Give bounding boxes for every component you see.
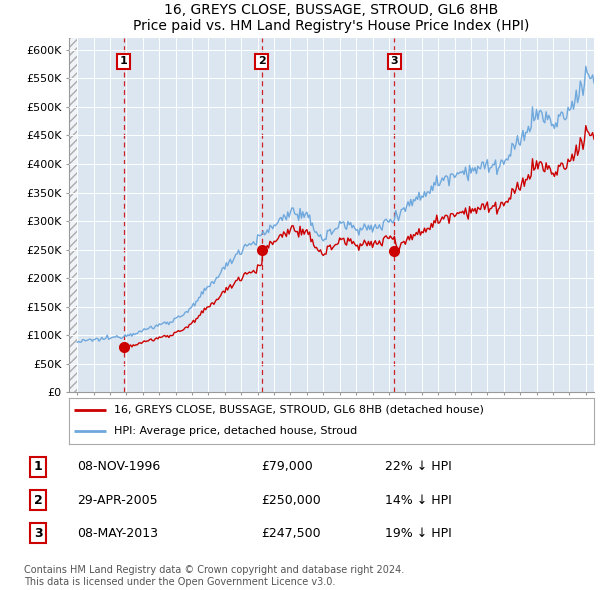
Text: 3: 3 (391, 57, 398, 66)
Title: 16, GREYS CLOSE, BUSSAGE, STROUD, GL6 8HB
Price paid vs. HM Land Registry's Hous: 16, GREYS CLOSE, BUSSAGE, STROUD, GL6 8H… (133, 3, 530, 33)
Text: 16, GREYS CLOSE, BUSSAGE, STROUD, GL6 8HB (detached house): 16, GREYS CLOSE, BUSSAGE, STROUD, GL6 8H… (113, 405, 484, 415)
Text: £79,000: £79,000 (261, 460, 313, 474)
Text: HPI: Average price, detached house, Stroud: HPI: Average price, detached house, Stro… (113, 427, 357, 437)
Text: 22% ↓ HPI: 22% ↓ HPI (385, 460, 452, 474)
Text: 3: 3 (34, 526, 43, 540)
Text: £250,000: £250,000 (261, 493, 320, 507)
Text: 2: 2 (34, 493, 43, 507)
Text: 1: 1 (120, 57, 128, 66)
Text: 29-APR-2005: 29-APR-2005 (77, 493, 158, 507)
Text: £247,500: £247,500 (261, 526, 320, 540)
Text: 08-NOV-1996: 08-NOV-1996 (77, 460, 161, 474)
Bar (69, 38, 77, 392)
Text: 1: 1 (34, 460, 43, 474)
Text: 08-MAY-2013: 08-MAY-2013 (77, 526, 158, 540)
Text: Contains HM Land Registry data © Crown copyright and database right 2024.
This d: Contains HM Land Registry data © Crown c… (24, 565, 404, 587)
Text: 2: 2 (258, 57, 266, 66)
Text: 14% ↓ HPI: 14% ↓ HPI (385, 493, 452, 507)
Text: 19% ↓ HPI: 19% ↓ HPI (385, 526, 452, 540)
